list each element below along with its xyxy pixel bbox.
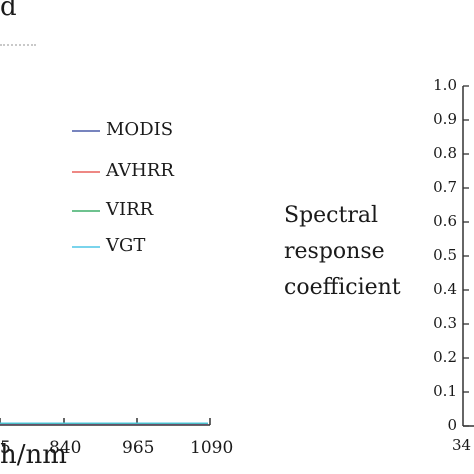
left-x-tick-label: 5 [0,438,11,458]
legend-label-avhrr: AVHRR [106,160,174,181]
right-y-tick-label: 1.0 [433,76,457,94]
left-chart-subtitle-smudge [0,44,36,50]
right-y-tick-label: 0.9 [433,110,457,128]
ylabel-line-2: response [284,239,385,264]
right-x-tick-fragment: 34 [452,436,472,454]
right-y-tick-label: 0.4 [433,280,457,298]
left-x-axis-label: h/nm [0,440,67,470]
legend-label-virr: VIRR [106,199,154,220]
ylabel-line-3: coefficient [284,275,401,300]
legend [72,130,100,248]
right-y-tick-label: 0.2 [433,348,457,366]
right-y-tick-label: 0.3 [433,314,457,332]
right-y-tick-label: 0.1 [433,382,457,400]
right-y-tick-label: 0.7 [433,178,457,196]
right-y-tick-label: 0.6 [433,212,457,230]
left-x-tick-label: 1090 [190,438,234,458]
left-x-tick-label: 840 [49,438,82,458]
left-chart-title-fragment: d [0,0,17,22]
right-y-tick-label: 0 [447,416,457,434]
left-series-lines [0,422,208,425]
right-y-ticks [463,85,469,427]
legend-label-vgt: VGT [106,235,146,256]
right-y-tick-label: 0.8 [433,144,457,162]
left-x-tick-label: 965 [122,438,155,458]
right-y-tick-label: 0.5 [433,246,457,264]
legend-label-modis: MODIS [106,119,174,140]
ylabel-line-1: Spectral [284,203,379,228]
